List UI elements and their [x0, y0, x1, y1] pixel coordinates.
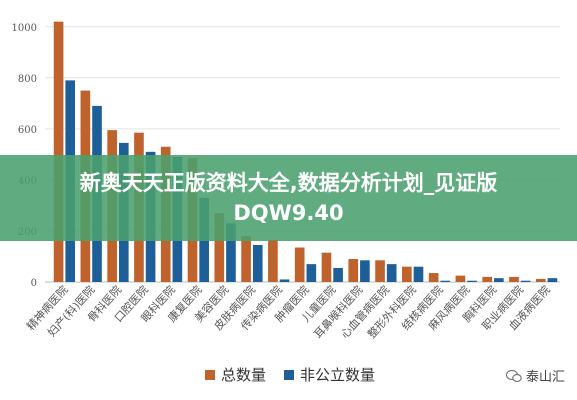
bar-private: [226, 223, 236, 282]
banner-subtitle: DQW9.40: [233, 201, 344, 225]
bar-private: [467, 280, 477, 282]
bar-total: [402, 266, 412, 282]
bar-total: [455, 275, 466, 282]
bar-private: [360, 260, 370, 282]
bar-total: [294, 247, 305, 282]
bar-total: [214, 213, 225, 282]
bar-private: [306, 264, 317, 282]
bar-private: [333, 267, 343, 282]
bar-total: [241, 236, 251, 282]
bar-total: [509, 276, 519, 282]
bar-total: [53, 21, 64, 283]
bar-private: [279, 279, 290, 282]
bar-private: [413, 266, 424, 282]
bar-total: [321, 252, 332, 282]
banner-title: 新奥天天正版资料大全,数据分析计划_见证版: [79, 171, 498, 195]
y-tick-label: 800: [18, 74, 37, 85]
bar-total: [535, 278, 546, 282]
y-tick-label: 1000: [12, 23, 37, 34]
bar-total: [375, 260, 385, 282]
bar-private: [520, 280, 531, 282]
bar-private: [252, 244, 263, 282]
watermark: 泰山汇: [505, 366, 565, 385]
legend-label-total: 总数量: [221, 366, 267, 384]
bar-total: [268, 239, 278, 282]
bar-total: [348, 259, 359, 282]
bar-private: [547, 278, 558, 282]
bar-private: [440, 280, 451, 282]
watermark-text: 泰山汇: [525, 370, 565, 385]
bar-private: [386, 264, 397, 282]
wechat-logo-icon: [505, 369, 522, 382]
bar-total: [482, 276, 493, 282]
legend-item-total: 总数量: [205, 364, 266, 385]
legend-swatch-total: [205, 369, 215, 380]
legend-swatch-private: [284, 369, 295, 380]
legend-item-private: 非公立数量: [284, 364, 375, 385]
bar-total: [428, 273, 439, 282]
legend-label-private: 非公立数量: [300, 366, 376, 384]
title-banner: 新奥天天正版资料大全,数据分析计划_见证版 DQW9.40: [0, 155, 577, 241]
chart-legend: 总数量 非公立数量: [205, 364, 375, 385]
y-tick-label: 0: [31, 278, 37, 289]
bar-private: [494, 278, 504, 282]
y-tick-label: 600: [18, 125, 37, 136]
